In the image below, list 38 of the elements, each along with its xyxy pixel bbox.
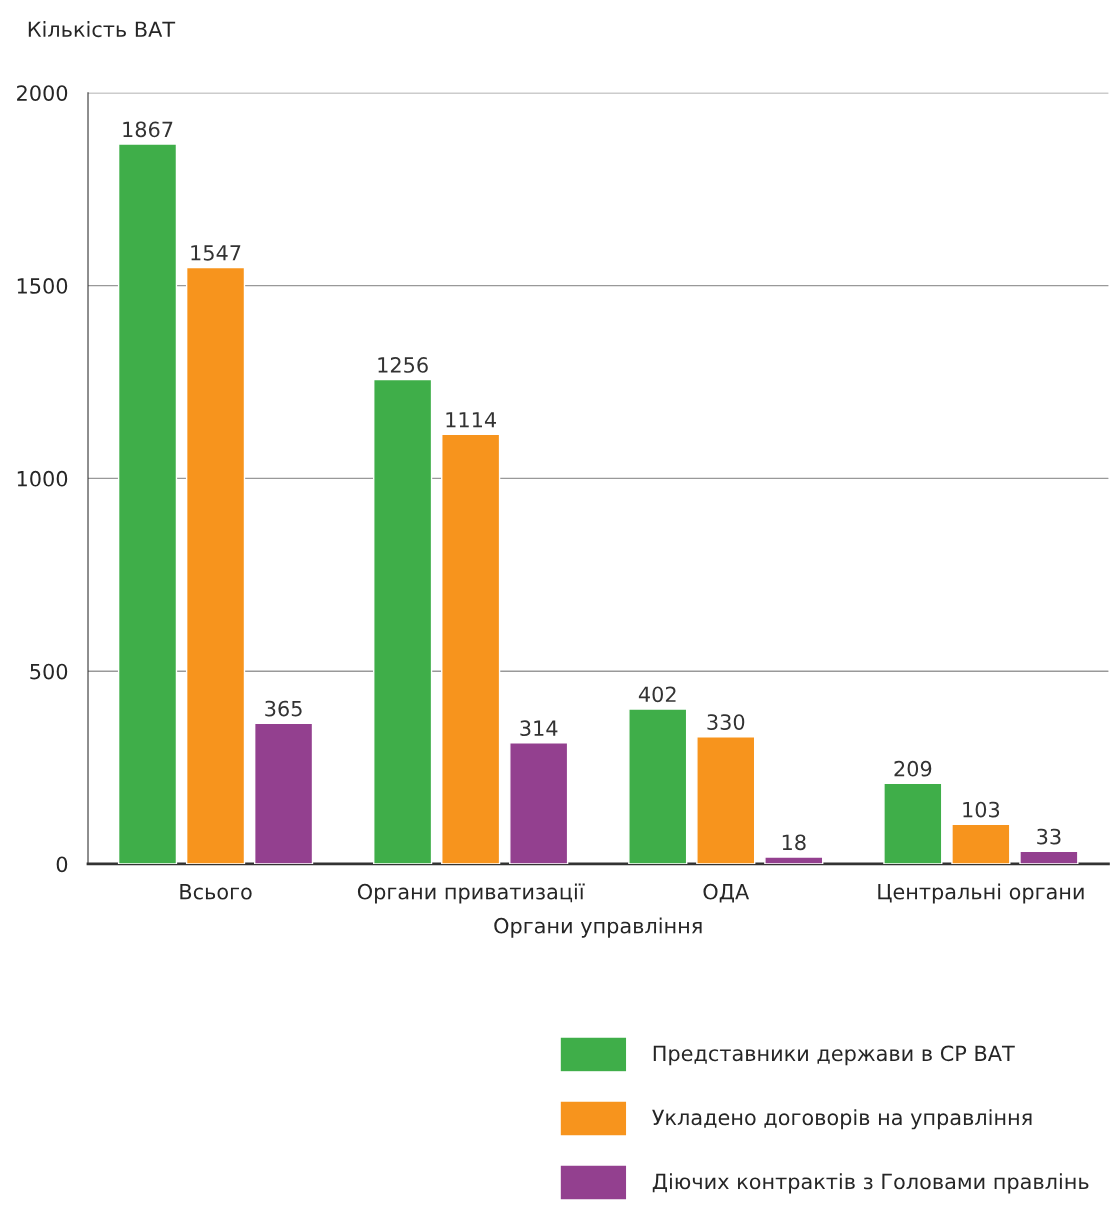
x-tick-label: ОДА	[703, 883, 750, 903]
data-label: 33	[1037, 828, 1061, 845]
y-tick-label: 1000	[17, 470, 68, 487]
bar	[509, 742, 569, 864]
bar	[764, 856, 824, 864]
bar	[185, 266, 246, 864]
bar	[696, 736, 756, 864]
data-label: 1867	[123, 121, 173, 138]
bar	[117, 143, 178, 864]
data-label: 1256	[378, 357, 428, 373]
legend-label: Представники держави в СР ВАТ	[653, 1045, 1015, 1066]
data-label: 103	[963, 801, 1000, 818]
x-axis-title: Органи управління	[494, 917, 702, 938]
bar	[628, 708, 688, 864]
y-tick-label: 0	[56, 856, 68, 873]
bar	[1019, 850, 1079, 864]
data-label: 314	[520, 720, 558, 737]
legend-label: Діючих контрактів з Головами правлінь	[652, 1173, 1089, 1194]
bar	[373, 378, 433, 864]
data-label: 1547	[191, 245, 241, 261]
data-label: 18	[782, 834, 806, 851]
data-label: 402	[638, 686, 676, 703]
y-axis-title: Кількість ВАТ	[28, 21, 176, 38]
data-label: 1114	[446, 412, 497, 428]
data-label: 209	[894, 760, 932, 777]
y-tick-label: 1500	[17, 278, 68, 294]
legend-label: Укладено договорів на управління	[652, 1109, 1032, 1130]
bar	[253, 722, 314, 864]
data-label: 330	[707, 714, 745, 730]
y-tick-label: 2000	[17, 85, 68, 101]
y-tick-label: 500	[30, 663, 68, 680]
bar	[883, 782, 943, 864]
bar	[441, 433, 501, 864]
data-label: 365	[265, 700, 302, 717]
x-tick-label: Органи приватизації	[357, 883, 585, 904]
x-tick-label: Всього	[180, 884, 252, 900]
x-tick-label: Центральні органи	[878, 883, 1084, 904]
bar	[951, 823, 1011, 864]
